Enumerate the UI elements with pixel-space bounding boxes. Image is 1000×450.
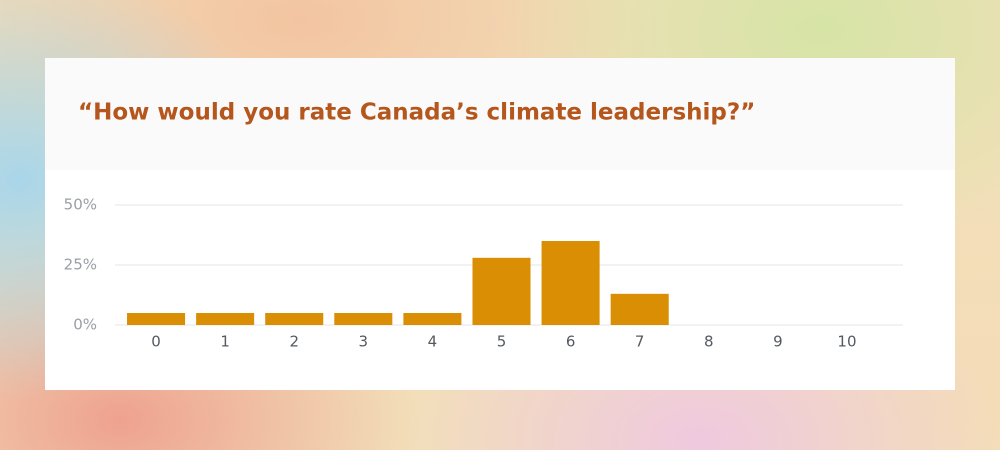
bar bbox=[472, 257, 531, 325]
x-tick-label: 4 bbox=[428, 333, 438, 351]
bar bbox=[265, 313, 324, 325]
x-tick-label: 9 bbox=[773, 333, 783, 351]
x-tick-label: 1 bbox=[220, 333, 230, 351]
bar bbox=[610, 293, 669, 325]
x-tick-label: 6 bbox=[566, 333, 576, 351]
bar bbox=[334, 313, 393, 325]
x-tick-label: 8 bbox=[704, 333, 714, 351]
x-tick-label: 10 bbox=[837, 333, 856, 351]
chart-title: “How would you rate Canada’s climate lea… bbox=[78, 100, 755, 126]
bar bbox=[127, 313, 186, 325]
x-tick-label: 2 bbox=[289, 333, 299, 351]
x-tick-label: 3 bbox=[359, 333, 369, 351]
x-tick-label: 5 bbox=[497, 333, 507, 351]
y-tick-label: 0% bbox=[73, 316, 97, 334]
title-band bbox=[45, 58, 955, 170]
y-tick-label: 50% bbox=[64, 196, 97, 214]
y-tick-label: 25% bbox=[64, 256, 97, 274]
bar bbox=[541, 241, 600, 325]
x-tick-label: 0 bbox=[151, 333, 161, 351]
x-tick-label: 7 bbox=[635, 333, 645, 351]
bar bbox=[403, 313, 462, 325]
bar bbox=[196, 313, 255, 325]
